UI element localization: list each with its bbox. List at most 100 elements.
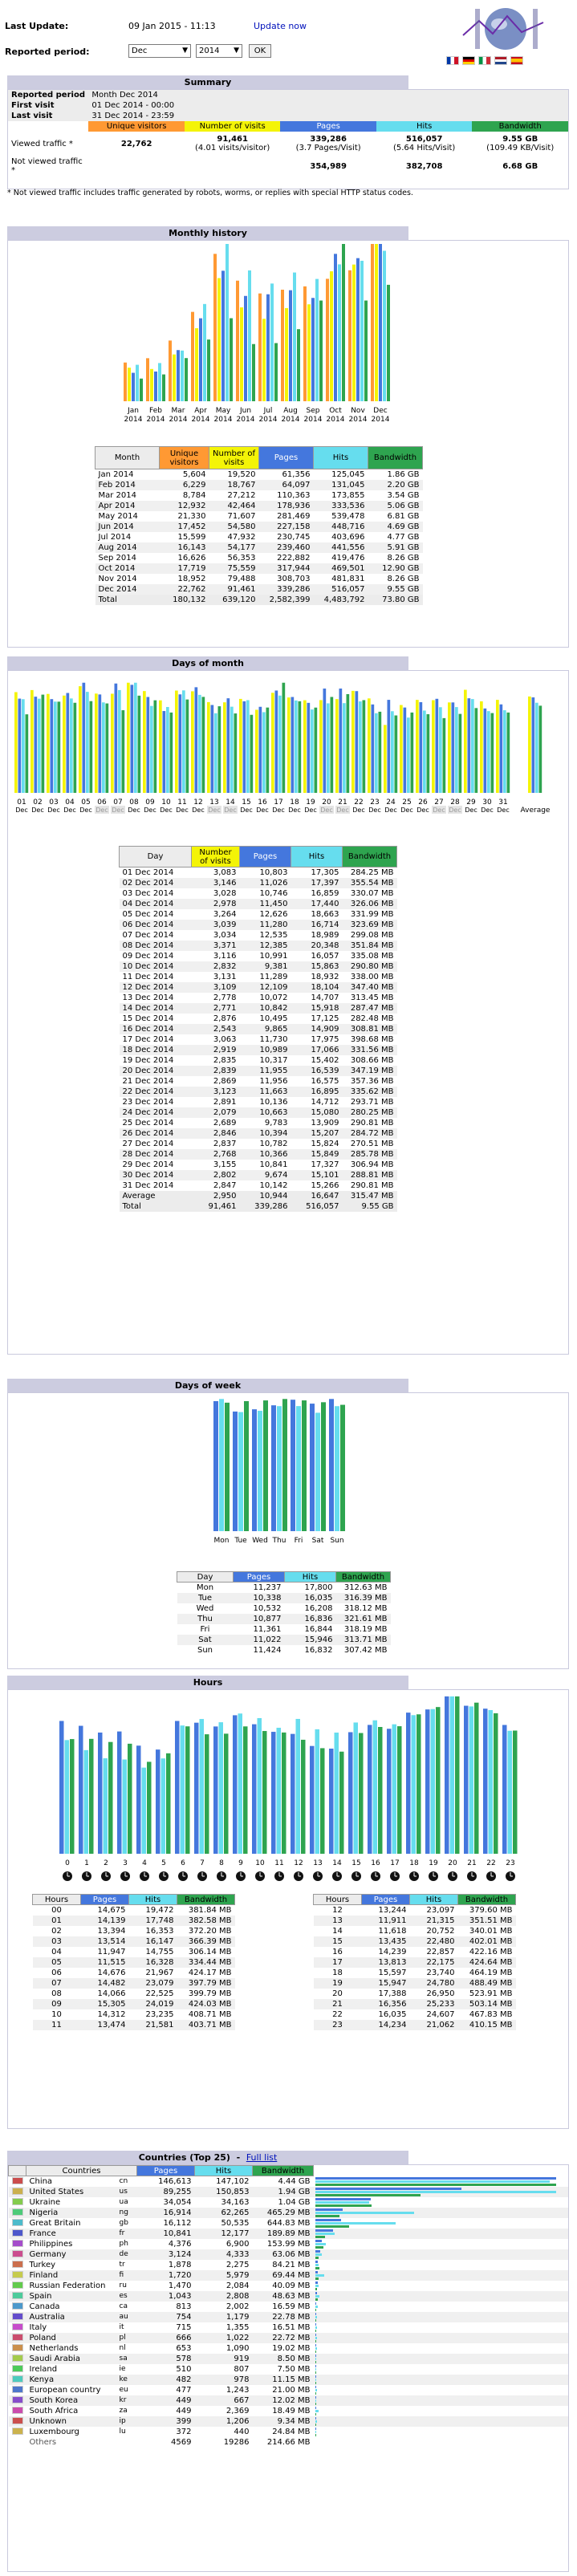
ok-button[interactable]: OK xyxy=(249,44,271,58)
bar-week-sat-0 xyxy=(310,1404,315,1531)
table-row: 14 11,618 20,752 340.01 MB xyxy=(313,1925,516,1936)
bar-day-03-0 xyxy=(47,693,50,793)
x-tick-label: 22 xyxy=(354,798,363,807)
country-flag-icon xyxy=(11,2416,23,2424)
table-row: 05 11,515 16,328 334.44 MB xyxy=(32,1956,235,1968)
table-row: 30 Dec 2014 2,802 9,674 15,101 288.81 MB xyxy=(119,1169,397,1180)
bar-bandwidth-jul-2014 xyxy=(274,343,278,401)
bar-hits-jul-2014 xyxy=(270,283,274,401)
country-row: Australia au 754 1,179 22.78 MB xyxy=(8,2311,568,2322)
clock-icon xyxy=(390,1871,400,1881)
clock-icon xyxy=(274,1871,284,1881)
bar-hour-11-2 xyxy=(282,1732,286,1854)
x-tick-label: 5 xyxy=(161,1859,166,1867)
country-flag-icon xyxy=(11,2208,23,2216)
x-tick-label: 10 xyxy=(161,798,171,807)
bar-day-04-0 xyxy=(63,695,66,793)
bar-hits-feb-2014 xyxy=(158,363,161,401)
x-tick-label: 24 xyxy=(386,798,396,807)
bar-week-thu-1 xyxy=(277,1406,282,1531)
x-tick-month: Dec xyxy=(272,807,284,814)
bar-day-12-0 xyxy=(191,691,194,793)
country-row: Germany de 3,124 4,333 63.06 MB xyxy=(8,2249,568,2260)
bar-hour-9-2 xyxy=(243,1726,248,1854)
month-select[interactable]: Dec ▼ xyxy=(128,44,191,58)
bar-day-23-2 xyxy=(375,713,378,793)
bar-day-04-2 xyxy=(70,698,73,793)
bar-day-24-2 xyxy=(391,711,394,793)
table-row: 28 Dec 2014 2,768 10,366 15,849 285.78 MB xyxy=(119,1148,397,1160)
x-tick-label: Wed xyxy=(252,1537,268,1545)
country-pages-bar xyxy=(315,2229,333,2232)
full-list-link[interactable]: Full list xyxy=(246,2152,278,2163)
bar-number-of-visits-dec-2014 xyxy=(375,244,378,401)
x-tick-label: May xyxy=(216,407,231,415)
bar-week-tue-2 xyxy=(244,1400,249,1531)
bar-day-27-0 xyxy=(432,700,435,793)
country-pages-bar xyxy=(315,2312,317,2315)
bar-day-15-0 xyxy=(239,698,242,793)
flag-it-icon[interactable] xyxy=(478,56,491,65)
table-row: 11 Dec 2014 3,131 11,289 18,932 338.00 MB xyxy=(119,971,397,982)
country-pages-bar xyxy=(315,2406,316,2409)
flag-es-icon[interactable] xyxy=(510,56,523,65)
bar-day-02-3 xyxy=(41,694,45,793)
bar-hour-18-2 xyxy=(416,1714,421,1854)
bar-hour-22-0 xyxy=(483,1709,488,1854)
bar-day-15-1 xyxy=(242,701,246,793)
table-row: 22 16,035 24,607 467.83 MB xyxy=(313,2009,516,2020)
year-select[interactable]: 2014 ▼ xyxy=(196,44,242,58)
country-hits-bar xyxy=(315,2367,317,2371)
country-flag-icon xyxy=(11,2395,23,2403)
bar-day-17-1 xyxy=(274,690,278,793)
country-bandwidth-bar xyxy=(315,2235,326,2238)
clock-icon xyxy=(101,1871,111,1881)
x-tick-label: 12 xyxy=(193,798,202,807)
country-hits-bar xyxy=(315,2211,415,2214)
x-tick-label: 3 xyxy=(123,1859,128,1867)
country-row: Saudi Arabia sa 578 919 8.50 MB xyxy=(8,2353,568,2364)
x-tick-label: 14 xyxy=(332,1859,342,1867)
country-pages-bar xyxy=(315,2281,318,2284)
country-bandwidth-bar xyxy=(315,2402,316,2405)
country-row: Poland pl 666 1,022 22.72 MB xyxy=(8,2332,568,2343)
country-pages-bar xyxy=(315,2187,462,2190)
country-pages-bar xyxy=(315,2218,342,2221)
bar-bandwidth-apr-2014 xyxy=(207,339,210,401)
update-now-link[interactable]: Update now xyxy=(254,21,307,31)
x-tick-year: 2014 xyxy=(192,416,210,424)
x-tick-label: 17 xyxy=(274,798,282,807)
flag-fr-icon[interactable] xyxy=(446,56,459,65)
bar-day-01-2 xyxy=(22,699,25,793)
table-row: 07 14,482 23,079 397.79 MB xyxy=(32,1977,235,1989)
x-tick-label: 11 xyxy=(274,1859,283,1867)
x-tick-month: Dec xyxy=(240,807,252,814)
bar-day-24-0 xyxy=(384,725,387,793)
country-bandwidth-bar xyxy=(315,2298,318,2301)
bar-hits-aug-2014 xyxy=(293,272,296,401)
week-chart: Mon Tue Wed Thu Fri Sat Sun xyxy=(213,1399,345,1545)
bar-hour-14-2 xyxy=(339,1751,344,1854)
bar-hour-6-0 xyxy=(175,1721,180,1854)
country-row: Great Britain gb 16,112 50,535 644.83 MB xyxy=(8,2217,568,2229)
country-row: Spain es 1,043 2,808 48.63 MB xyxy=(8,2290,568,2302)
country-hits-bar xyxy=(315,2232,335,2235)
country-flag-icon xyxy=(11,2375,23,2383)
bar-week-tue-1 xyxy=(238,1412,243,1531)
bar-day-14-3 xyxy=(234,713,238,793)
flag-de-icon[interactable] xyxy=(462,56,475,65)
country-flag-icon xyxy=(11,2322,23,2330)
x-tick-month: Dec xyxy=(384,807,396,814)
x-tick-label: 11 xyxy=(177,798,186,807)
bar-hour-12-1 xyxy=(295,1718,300,1854)
table-row: Feb 2014 6,229 18,767 64,097 131,045 2.20 GB xyxy=(95,479,423,490)
bar-unique-visitors-mar-2014 xyxy=(169,340,172,401)
flag-nl-icon[interactable] xyxy=(494,56,507,65)
x-tick-label: 25 xyxy=(402,798,411,807)
country-flag-icon xyxy=(11,2302,23,2310)
country-flag-icon xyxy=(11,2260,23,2268)
x-tick-month: Dec xyxy=(497,807,509,814)
table-row: 05 Dec 2014 3,264 12,626 18,663 331.99 MB xyxy=(119,908,397,920)
country-bandwidth-bar xyxy=(315,2433,317,2436)
country-hits-bar xyxy=(315,2346,317,2350)
